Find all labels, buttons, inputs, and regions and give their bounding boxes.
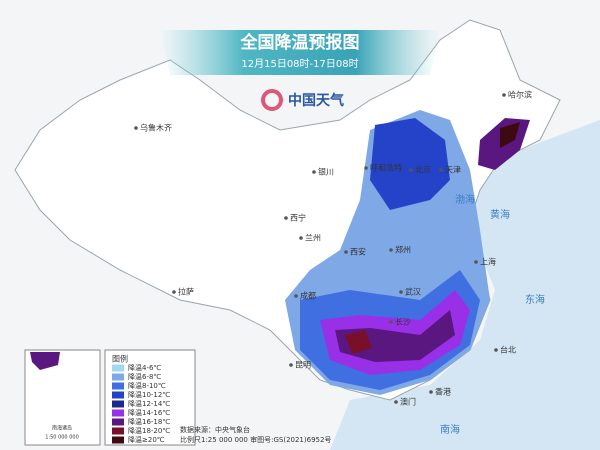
legend-label: 降温16-18℃ xyxy=(128,417,170,426)
legend-label: 降温6-8℃ xyxy=(128,372,161,381)
zone-ne-core xyxy=(500,122,520,148)
footer-source: 数据来源：中央气象台 xyxy=(180,425,250,434)
legend-swatch xyxy=(112,427,124,435)
legend-label: 降温4-6℃ xyxy=(128,363,161,372)
legend-swatch xyxy=(112,418,124,426)
legend-label: 降温14-16℃ xyxy=(128,408,170,417)
footer-scale: 比例尺1:25 000 000 审图号:GS(2021)6952号 xyxy=(180,435,331,444)
zone-18-20 xyxy=(345,330,372,354)
city-dot xyxy=(389,320,393,324)
city-label: 拉萨 xyxy=(178,287,194,297)
city-dot xyxy=(399,290,403,294)
zone-10-12 xyxy=(370,118,450,210)
city-dot xyxy=(494,348,498,352)
city-label: 银川 xyxy=(318,167,334,177)
city-label: 呼和浩特 xyxy=(370,163,402,173)
sea-label: 黄海 xyxy=(490,208,510,221)
logo: 中国天气 xyxy=(288,92,344,109)
city-dot xyxy=(502,93,506,97)
city-label: 昆明 xyxy=(295,361,311,370)
legend-label: 降温8-10℃ xyxy=(128,381,166,390)
city-dot xyxy=(474,260,478,264)
city-dot xyxy=(299,236,303,240)
city-dot xyxy=(312,170,316,174)
inset-scale: 1:50 000 000 xyxy=(45,435,79,441)
city-label: 香港 xyxy=(435,387,451,397)
city-dot xyxy=(409,168,413,172)
city-label: 北京 xyxy=(415,165,431,175)
sea-label: 渤海 xyxy=(455,193,475,206)
city-label: 澳门 xyxy=(400,397,416,407)
legend-label: 降温18-20℃ xyxy=(128,426,170,435)
legend-swatch xyxy=(112,364,124,372)
legend-label: 降温10-12℃ xyxy=(128,390,170,399)
inset-title: 南海诸岛 xyxy=(52,425,72,432)
city-label: 兰州 xyxy=(305,233,321,243)
sea-label: 南海 xyxy=(440,423,460,436)
title: 全国降温预报图 xyxy=(240,32,360,53)
city-label: 天津 xyxy=(445,165,461,175)
city-label: 西宁 xyxy=(290,213,306,223)
city-dot xyxy=(429,390,433,394)
legend-title: 图例 xyxy=(112,354,128,364)
city-dot xyxy=(289,363,293,367)
legend-swatch xyxy=(112,382,124,390)
legend-label: 降温12-14℃ xyxy=(128,399,170,408)
sea xyxy=(330,120,600,450)
legend-swatch xyxy=(112,400,124,408)
legend-swatch xyxy=(112,373,124,381)
city-label: 武汉 xyxy=(405,287,421,297)
city-label: 西安 xyxy=(350,247,366,257)
sea-label: 东海 xyxy=(525,293,545,306)
legend-swatch xyxy=(112,436,124,444)
legend-label: 降温≥20℃ xyxy=(128,435,165,444)
city-label: 成都 xyxy=(300,291,316,301)
city-label: 长沙 xyxy=(395,317,411,327)
city-dot xyxy=(344,250,348,254)
city-label: 台北 xyxy=(500,345,516,355)
city-label: 哈尔滨 xyxy=(508,90,532,100)
city-label: 乌鲁木齐 xyxy=(140,123,172,133)
city-dot xyxy=(172,290,176,294)
city-dot xyxy=(439,168,443,172)
logo-icon xyxy=(261,89,283,111)
city-dot xyxy=(284,216,288,220)
legend-swatch xyxy=(112,391,124,399)
inset-zone xyxy=(30,352,60,370)
city-label: 郑州 xyxy=(395,245,411,255)
title-banner xyxy=(160,30,440,75)
city-dot xyxy=(364,166,368,170)
subtitle: 12月15日08时-17日08时 xyxy=(241,58,358,70)
legend-swatch xyxy=(112,409,124,417)
city-dot xyxy=(134,126,138,130)
city-dot xyxy=(389,248,393,252)
city-dot xyxy=(294,294,298,298)
city-dot xyxy=(394,400,398,404)
city-label: 上海 xyxy=(480,257,496,267)
